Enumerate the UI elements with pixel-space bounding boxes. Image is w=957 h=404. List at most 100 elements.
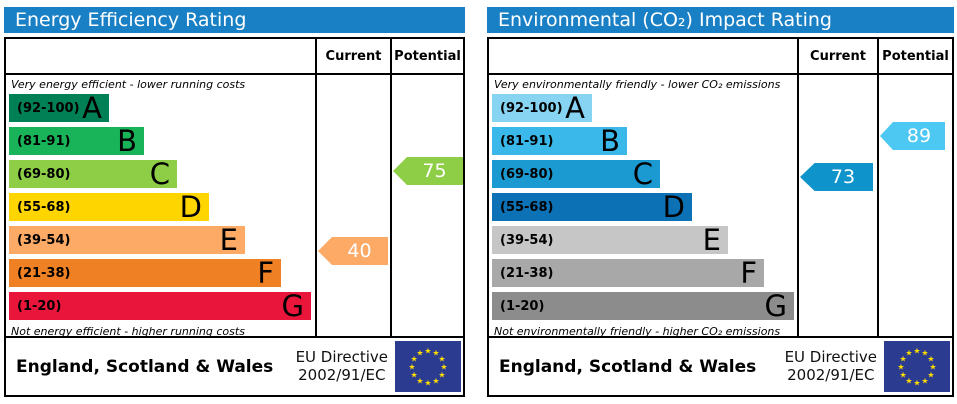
band-range-label: (55-68) xyxy=(500,199,554,215)
band-range-label: (1-20) xyxy=(17,298,62,314)
rating-band-d: (55-68) D xyxy=(9,193,209,222)
band-range-label: (21-38) xyxy=(500,265,554,281)
eu-directive-line2: 2002/91/EC xyxy=(787,365,875,384)
svg-text:★: ★ xyxy=(411,355,418,364)
top-note: Very energy efficient - lower running co… xyxy=(11,78,246,91)
spacer-cell xyxy=(489,39,797,73)
band-letter: B xyxy=(600,124,620,158)
potential-column: 75 xyxy=(390,75,463,336)
column-header-potential: Potential xyxy=(877,39,952,73)
eu-directive-line2: 2002/91/EC xyxy=(298,365,386,384)
svg-text:★: ★ xyxy=(913,347,920,356)
band-range-label: (81-91) xyxy=(500,133,554,149)
panel-title: Energy Efficiency Rating xyxy=(4,7,465,33)
svg-text:★: ★ xyxy=(905,376,912,385)
band-scale: Very energy efficient - lower running co… xyxy=(6,75,315,336)
rating-table: Current Potential Very environmentally f… xyxy=(487,37,954,397)
table-footer: England, Scotland & Wales EU Directive 2… xyxy=(489,338,952,395)
rating-band-a: (92-100) A xyxy=(9,94,109,123)
band-range-label: (55-68) xyxy=(17,199,71,215)
table-footer: England, Scotland & Wales EU Directive 2… xyxy=(6,338,463,395)
band-range-label: (1-20) xyxy=(500,298,545,314)
rating-band-f: (21-38) F xyxy=(9,256,281,290)
svg-text:★: ★ xyxy=(438,355,445,364)
eu-directive-line1: EU Directive xyxy=(295,347,388,366)
svg-text:★: ★ xyxy=(416,349,423,358)
band-range-label: (69-80) xyxy=(500,166,554,182)
band-letter: C xyxy=(149,157,170,191)
potential-rating-arrow: 75 xyxy=(393,157,463,185)
potential-rating-arrow: 89 xyxy=(880,122,945,150)
eu-flag-icon: ★ ★ ★★ ★★ ★★ ★★ ★★ xyxy=(395,341,461,392)
svg-text:★: ★ xyxy=(424,347,431,356)
svg-text:★: ★ xyxy=(408,363,415,372)
eu-directive-label: EU Directive 2002/91/EC xyxy=(295,347,388,384)
rating-band-c: (69-80) C xyxy=(9,157,177,191)
band-letter: D xyxy=(662,190,685,224)
rating-band-d: (55-68) D xyxy=(492,190,692,224)
rating-band-f: (21-38) F xyxy=(492,256,764,290)
band-letter: E xyxy=(702,223,721,257)
potential-column: 89 xyxy=(877,75,952,336)
svg-text:★: ★ xyxy=(416,376,423,385)
svg-text:★: ★ xyxy=(440,363,447,372)
column-header-row: Current Potential xyxy=(489,39,952,75)
svg-text:★: ★ xyxy=(921,349,928,358)
band-letter: F xyxy=(257,256,274,290)
band-letter: F xyxy=(740,256,757,290)
rating-body: Very energy efficient - lower running co… xyxy=(6,75,463,338)
rating-band-e: (39-54) E xyxy=(492,223,728,257)
band-range-label: (81-91) xyxy=(17,133,71,149)
panel-environmental-impact: Environmental (CO₂) Impact Rating Curren… xyxy=(487,7,954,397)
rating-band-b: (81-91) B xyxy=(9,124,144,158)
svg-text:★: ★ xyxy=(424,379,431,388)
band-letter: E xyxy=(219,223,238,257)
rating-band-c: (69-80) C xyxy=(492,157,660,191)
band-letter: A xyxy=(565,91,585,125)
current-rating-arrow: 73 xyxy=(800,163,873,191)
current-rating-arrow: 40 xyxy=(318,237,388,265)
svg-text:★: ★ xyxy=(432,376,439,385)
band-range-label: (21-38) xyxy=(17,265,71,281)
band-range-label: (39-54) xyxy=(17,232,71,248)
top-note: Very environmentally friendly - lower CO… xyxy=(494,78,781,91)
band-range-label: (39-54) xyxy=(500,232,554,248)
svg-text:★: ★ xyxy=(905,349,912,358)
panel-title: Environmental (CO₂) Impact Rating xyxy=(487,7,954,33)
band-range-label: (92-100) xyxy=(17,100,80,116)
column-header-current: Current xyxy=(797,39,877,73)
svg-text:★: ★ xyxy=(897,363,904,372)
rating-band-e: (39-54) E xyxy=(9,223,245,257)
rating-table: Current Potential Very energy efficient … xyxy=(4,37,465,397)
bottom-note: Not energy efficient - higher running co… xyxy=(11,325,245,336)
rating-band-g: (1-20) G xyxy=(9,289,311,323)
eu-flag-icon: ★ ★ ★★ ★★ ★★ ★★ ★★ xyxy=(884,341,950,392)
band-letter: C xyxy=(632,157,653,191)
band-range-label: (92-100) xyxy=(500,100,563,116)
current-column: 40 xyxy=(315,75,390,336)
column-header-current: Current xyxy=(315,39,390,73)
svg-text:★: ★ xyxy=(432,349,439,358)
svg-text:★: ★ xyxy=(929,363,936,372)
rating-band-a: (92-100) A xyxy=(492,91,592,125)
svg-text:★: ★ xyxy=(927,371,934,380)
spacer-cell xyxy=(6,39,315,73)
svg-text:★: ★ xyxy=(913,379,920,388)
footer-region-label: England, Scotland & Wales xyxy=(16,356,274,377)
band-letter: G xyxy=(764,289,787,323)
svg-text:★: ★ xyxy=(921,376,928,385)
panel-energy-efficiency: Energy Efficiency Rating Current Potenti… xyxy=(4,7,465,397)
rating-band-g: (1-20) G xyxy=(492,289,794,323)
rating-band-b: (81-91) B xyxy=(492,124,627,158)
svg-text:★: ★ xyxy=(900,355,907,364)
band-letter: B xyxy=(117,124,137,158)
rating-body: Very environmentally friendly - lower CO… xyxy=(489,75,952,338)
current-column: 73 xyxy=(797,75,877,336)
column-header-row: Current Potential xyxy=(6,39,463,75)
band-scale: Very environmentally friendly - lower CO… xyxy=(489,75,797,336)
band-letter: G xyxy=(281,289,304,323)
band-range-label: (69-80) xyxy=(17,166,71,182)
column-header-potential: Potential xyxy=(390,39,463,73)
svg-text:★: ★ xyxy=(900,371,907,380)
